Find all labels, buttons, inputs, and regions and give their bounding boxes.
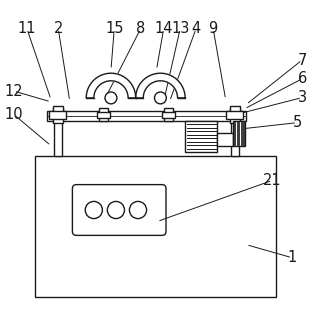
- Bar: [233, 121, 245, 146]
- Text: 8: 8: [136, 21, 145, 36]
- Bar: [226, 112, 243, 119]
- Circle shape: [85, 202, 103, 218]
- Text: 6: 6: [298, 71, 307, 86]
- Bar: [35, 156, 276, 297]
- Bar: [99, 108, 108, 121]
- Bar: [162, 112, 175, 118]
- Text: 21: 21: [263, 173, 282, 188]
- Bar: [97, 112, 110, 118]
- Bar: [54, 111, 61, 156]
- Bar: [231, 111, 238, 156]
- Bar: [53, 106, 63, 123]
- Circle shape: [105, 92, 117, 104]
- Bar: [49, 112, 66, 119]
- Text: 11: 11: [18, 21, 36, 36]
- Bar: [230, 106, 240, 123]
- Text: 4: 4: [191, 21, 201, 36]
- Text: 13: 13: [171, 21, 189, 36]
- Text: 15: 15: [105, 21, 124, 36]
- Polygon shape: [86, 73, 136, 98]
- Bar: [53, 108, 63, 113]
- Circle shape: [107, 202, 125, 218]
- FancyBboxPatch shape: [72, 185, 166, 235]
- Text: 9: 9: [208, 21, 218, 36]
- Circle shape: [129, 202, 147, 218]
- Bar: [47, 111, 246, 121]
- Bar: [230, 108, 240, 113]
- Circle shape: [154, 92, 166, 104]
- Polygon shape: [136, 73, 185, 98]
- Text: 10: 10: [4, 107, 23, 122]
- Text: 2: 2: [53, 21, 63, 36]
- Text: 12: 12: [4, 83, 23, 99]
- Text: 7: 7: [298, 53, 307, 68]
- Bar: [164, 108, 173, 121]
- Text: 14: 14: [154, 21, 173, 36]
- Text: 5: 5: [293, 115, 302, 130]
- Text: 3: 3: [298, 90, 307, 105]
- Bar: [185, 121, 217, 152]
- Bar: [217, 132, 233, 146]
- Text: 1: 1: [288, 250, 297, 265]
